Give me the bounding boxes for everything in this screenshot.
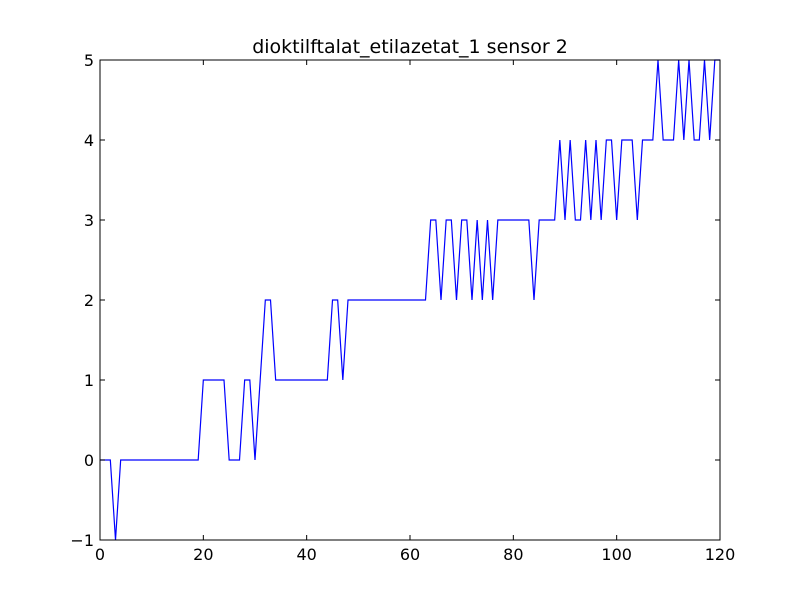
y-tick-label: 1 (84, 371, 94, 390)
x-tick-label: 100 (601, 545, 632, 564)
plot-area (100, 59, 720, 541)
y-tick-label: 3 (84, 211, 94, 230)
y-tick-label: 0 (84, 451, 94, 470)
x-axis: 0 20 40 60 80 100 120 (95, 60, 735, 564)
x-tick-label: 60 (400, 545, 420, 564)
x-tick-label: 120 (705, 545, 736, 564)
y-tick-label: 5 (84, 51, 94, 70)
x-tick-label: 20 (193, 545, 213, 564)
chart-title: dioktilftalat_etilazetat_1 sensor 2 (252, 36, 568, 58)
x-tick-label: 80 (503, 545, 523, 564)
y-tick-label: 2 (84, 291, 94, 310)
y-tick-label: −1 (70, 531, 94, 550)
x-tick-label: 40 (296, 545, 316, 564)
y-tick-label: 4 (84, 131, 94, 150)
x-tick-label: 0 (95, 545, 105, 564)
y-axis: −1 0 1 2 3 4 5 (70, 51, 720, 550)
series-line-0 (100, 59, 720, 541)
